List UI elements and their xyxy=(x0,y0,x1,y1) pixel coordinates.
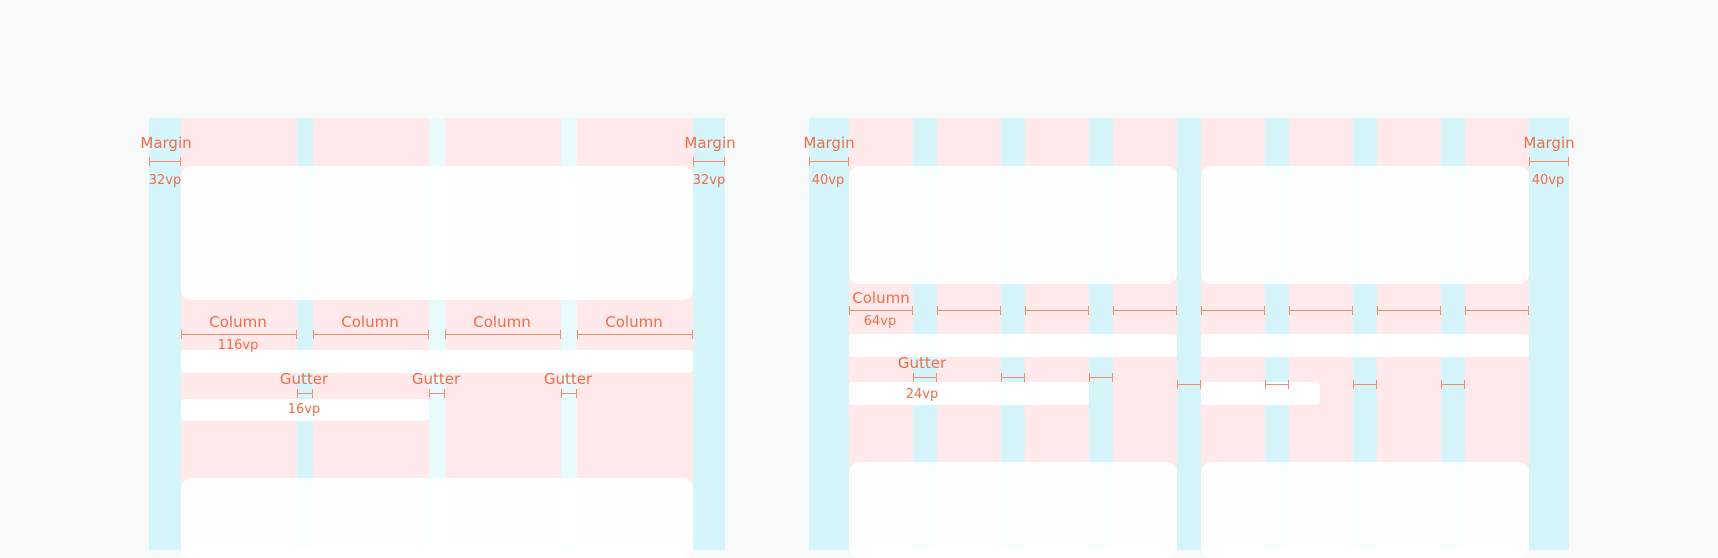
right-column-dimension xyxy=(1113,306,1177,315)
right-column-label: Column xyxy=(852,289,910,307)
right-column-dimension xyxy=(937,306,1001,315)
left-grid-margin-left xyxy=(149,118,181,550)
left-column-dimension xyxy=(577,330,693,339)
right-column-dimension xyxy=(1289,306,1353,315)
right-gutter-dimension xyxy=(1001,373,1025,382)
right-gutter-dimension xyxy=(1353,380,1377,389)
left-gutter-dimension xyxy=(297,389,313,398)
right-grid-gutter xyxy=(1177,118,1201,550)
left-column-dimension xyxy=(313,330,429,339)
right-margin-dimension-right xyxy=(1529,157,1569,166)
left-column-label: Column xyxy=(341,313,399,331)
right-column-dimension xyxy=(1465,306,1529,315)
left-column-label: Column xyxy=(605,313,663,331)
left-card-short-bar xyxy=(181,399,429,421)
right-card-short-bar-right xyxy=(1201,382,1320,405)
left-gutter-value: 16vp xyxy=(287,402,321,417)
right-margin-label-right: Margin xyxy=(1523,134,1575,152)
left-gutter-label: Gutter xyxy=(279,370,329,388)
left-margin-value-right: 32vp xyxy=(692,173,726,188)
left-column-label: Column xyxy=(473,313,531,331)
right-card-bottom-left xyxy=(849,462,1177,558)
right-gutter-value: 24vp xyxy=(905,387,939,402)
left-card-bottom xyxy=(181,478,693,558)
left-margin-value-left: 32vp xyxy=(148,173,182,188)
right-column-value: 64vp xyxy=(863,314,897,329)
left-gutter-dimension xyxy=(429,389,445,398)
left-margin-dimension-right xyxy=(693,157,725,166)
right-gutter-dimension xyxy=(1089,373,1113,382)
right-margin-value-left: 40vp xyxy=(811,173,845,188)
left-column-dimension xyxy=(181,330,297,339)
left-gutter-label: Gutter xyxy=(543,370,593,388)
left-gutter-label: Gutter xyxy=(411,370,461,388)
left-margin-label-left: Margin xyxy=(140,134,192,152)
right-column-dimension xyxy=(849,306,913,315)
left-column-label: Column xyxy=(209,313,267,331)
right-margin-dimension-left xyxy=(809,157,849,166)
left-grid-margin-right xyxy=(693,118,725,550)
left-column-dimension xyxy=(445,330,561,339)
right-column-dimension xyxy=(1377,306,1441,315)
right-card-large-right xyxy=(1201,166,1529,284)
right-card-large-left xyxy=(849,166,1177,284)
right-card-bottom-right xyxy=(1201,462,1529,558)
right-gutter-dimension xyxy=(1265,380,1289,389)
right-gutter-dimension xyxy=(913,373,937,382)
left-column-value: 116vp xyxy=(217,338,259,353)
right-column-dimension xyxy=(1201,306,1265,315)
right-grid-margin-right xyxy=(1529,118,1569,550)
left-margin-dimension-left xyxy=(149,157,181,166)
right-margin-label-left: Margin xyxy=(803,134,855,152)
right-gutter-dimension xyxy=(1177,380,1201,389)
left-card-large xyxy=(181,166,693,300)
right-card-bar-left xyxy=(849,334,1177,357)
left-gutter-dimension xyxy=(561,389,577,398)
left-card-bar xyxy=(181,350,693,373)
right-column-dimension xyxy=(1025,306,1089,315)
right-margin-value-right: 40vp xyxy=(1531,173,1565,188)
right-card-bar-right xyxy=(1201,334,1529,357)
left-margin-label-right: Margin xyxy=(684,134,736,152)
right-gutter-dimension xyxy=(1441,380,1465,389)
right-grid-margin-left xyxy=(809,118,849,550)
right-gutter-label: Gutter xyxy=(897,354,947,372)
right-card-short-bar-left xyxy=(849,382,1089,405)
